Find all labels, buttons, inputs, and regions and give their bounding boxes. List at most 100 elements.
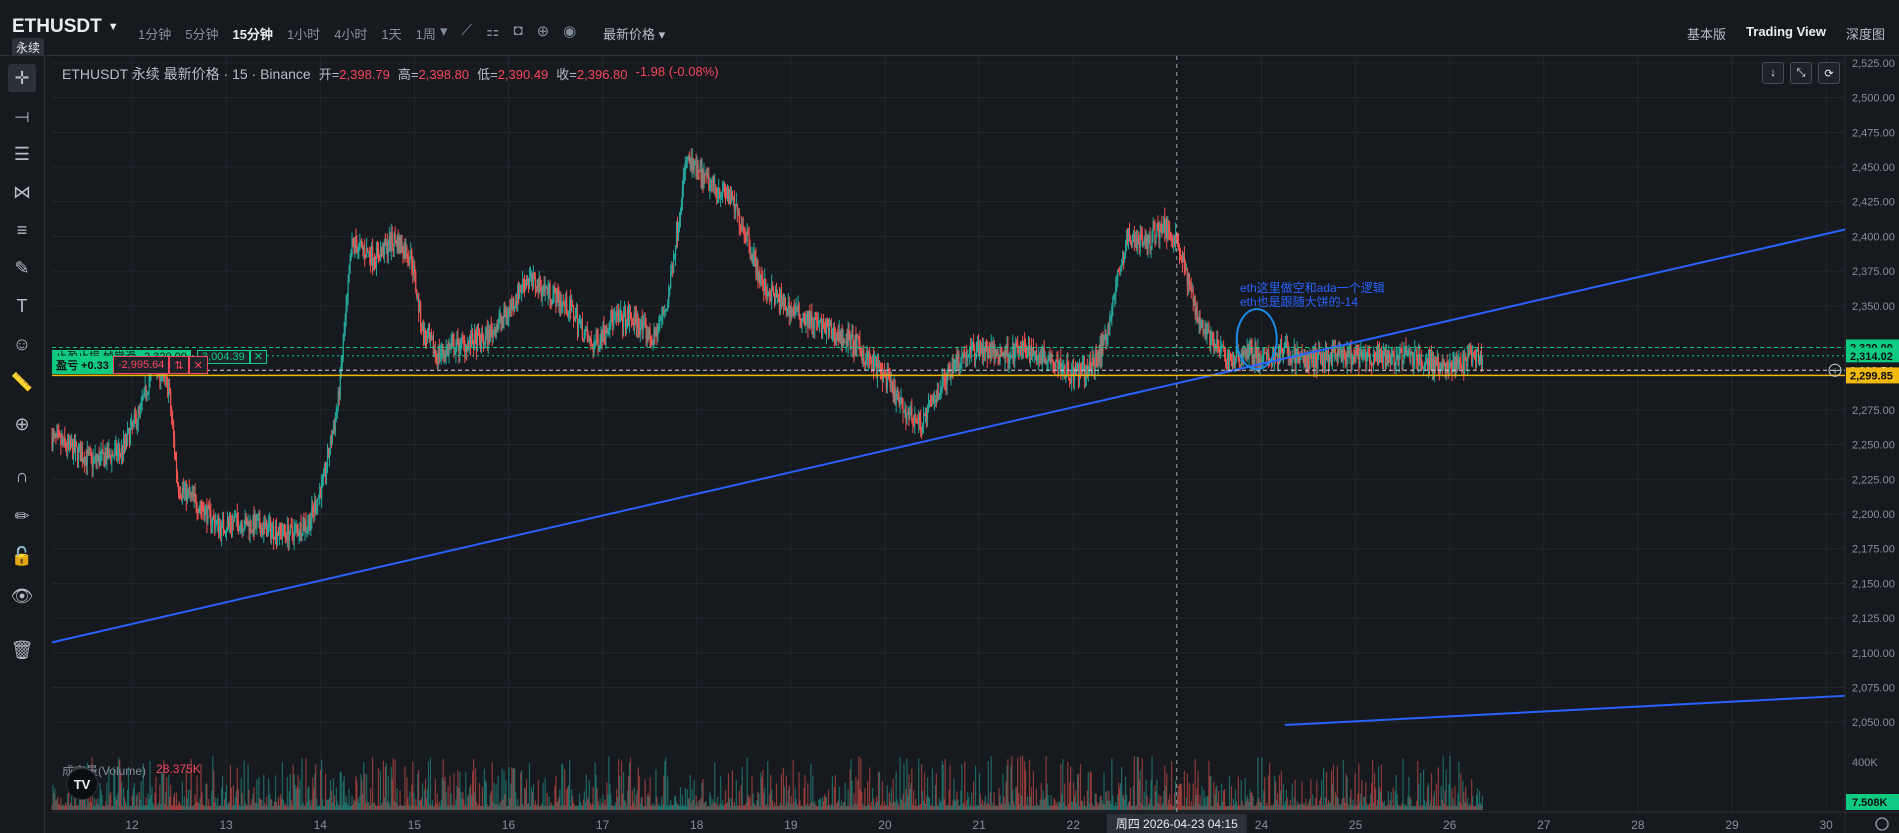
- volume-bar: [1059, 802, 1061, 810]
- candle-body: [736, 203, 738, 212]
- volume-bar: [1331, 784, 1334, 810]
- ruler-icon[interactable]: 📏: [10, 371, 34, 392]
- close-icon[interactable]: ✕: [249, 350, 267, 364]
- volume-bar: [1197, 771, 1199, 810]
- brush-icon[interactable]: ✎: [14, 257, 30, 278]
- view-tab[interactable]: 基本版: [1687, 27, 1727, 42]
- volume-bar: [1007, 759, 1009, 810]
- volume-bar: [692, 799, 694, 810]
- candle-body: [1033, 351, 1035, 355]
- volume-bar: [1315, 797, 1317, 810]
- candle-body: [1144, 239, 1146, 243]
- candle-body: [681, 187, 684, 205]
- camera-icon[interactable]: ◘: [513, 22, 523, 39]
- volume-bar: [893, 801, 895, 810]
- symbol-selector[interactable]: ETHUSDT ▼: [12, 16, 119, 38]
- candle-body: [1191, 290, 1193, 292]
- reverse-icon[interactable]: ⇅: [169, 356, 189, 374]
- volume-bar: [953, 779, 955, 810]
- interval-tab[interactable]: 1周: [415, 27, 436, 42]
- candle-body: [221, 520, 223, 537]
- volume-bar: [1187, 805, 1189, 810]
- position-label[interactable]: 盈亏 +0.33 -2,995.64 ⇅ ✕: [52, 356, 208, 374]
- volume-bar: [384, 766, 386, 810]
- volume-bar: [1481, 795, 1484, 810]
- text-icon[interactable]: T: [16, 295, 28, 316]
- candle-body: [450, 344, 452, 348]
- price-tag-last: 2,299.85: [1850, 370, 1893, 382]
- candle-body: [816, 320, 818, 323]
- close-position-icon[interactable]: ✕: [188, 356, 208, 374]
- candle-body: [1468, 354, 1470, 356]
- candle-body: [449, 346, 451, 348]
- interval-tab[interactable]: 1小时: [286, 27, 321, 42]
- plus-circle-icon[interactable]: ⊕: [536, 23, 550, 40]
- candle-body: [769, 291, 771, 296]
- view-tab[interactable]: 深度图: [1845, 27, 1885, 42]
- interval-tab[interactable]: 1天: [381, 27, 402, 42]
- horizontal-line-icon[interactable]: ⟞: [14, 105, 30, 126]
- volume-bar: [678, 805, 681, 810]
- chevron-down-icon[interactable]: ▾: [440, 23, 448, 40]
- volume-bar: [610, 794, 612, 810]
- fib-icon[interactable]: ≡: [16, 219, 28, 240]
- x-tick-label: 24: [1255, 818, 1269, 832]
- lock-icon[interactable]: 🔓: [10, 545, 34, 566]
- candle-body: [601, 332, 603, 342]
- volume-bar: [1136, 756, 1138, 810]
- candle-body: [138, 408, 140, 410]
- pencil-lock-icon[interactable]: ✏: [14, 505, 30, 526]
- zoom-icon[interactable]: ⊕: [14, 413, 30, 434]
- candle-body: [189, 492, 191, 495]
- volume-bar: [1101, 800, 1103, 810]
- candle-body: [972, 342, 975, 347]
- channel-icon[interactable]: ☰: [13, 143, 31, 164]
- pnl-label: 盈亏 +0.33: [52, 356, 113, 374]
- volume-bar: [1053, 797, 1055, 810]
- candle-body: [344, 319, 346, 333]
- candle-body: [1030, 348, 1033, 356]
- volume-bar: [398, 805, 400, 810]
- volume-bar: [580, 804, 583, 810]
- volume-bar: [1006, 765, 1008, 810]
- pattern-icon[interactable]: ⋈: [13, 181, 31, 202]
- interval-tab[interactable]: 5分钟: [185, 27, 219, 42]
- candle-body: [1229, 354, 1232, 360]
- candle-body: [700, 167, 702, 180]
- volume-bar: [137, 805, 139, 810]
- candle-body: [815, 317, 817, 321]
- candle-body: [710, 180, 712, 183]
- volume-bar: [501, 768, 503, 810]
- candle-body: [913, 422, 915, 425]
- collapse-icon[interactable]: ⤡: [1790, 62, 1812, 84]
- volume-bar: [775, 783, 778, 810]
- emoji-icon[interactable]: ☺: [12, 333, 32, 354]
- candle-body: [622, 319, 624, 329]
- indicator-icon[interactable]: ⟋: [461, 22, 473, 39]
- candle-body: [1423, 363, 1426, 367]
- interval-tab[interactable]: 15分钟: [232, 27, 273, 42]
- interval-tab[interactable]: 4小时: [334, 27, 368, 42]
- candle-body: [521, 290, 523, 292]
- trash-icon[interactable]: 🗑: [10, 639, 34, 660]
- candle-body: [925, 408, 928, 421]
- candle-body: [826, 324, 829, 327]
- refresh-icon[interactable]: ⟳: [1818, 62, 1840, 84]
- view-tab[interactable]: Trading View: [1746, 24, 1826, 39]
- candle-body: [70, 439, 72, 447]
- eye-icon[interactable]: 👁: [10, 585, 34, 606]
- volume-bar: [1063, 802, 1065, 810]
- price-type-select[interactable]: 最新价格 ▾: [603, 27, 666, 42]
- crosshair-icon[interactable]: ✛: [8, 64, 36, 92]
- candle-body: [850, 336, 852, 349]
- settings-circle-icon[interactable]: ◉: [563, 23, 577, 40]
- candle-body: [854, 336, 856, 353]
- interval-tab[interactable]: 1分钟: [138, 27, 172, 42]
- chart-type-icon[interactable]: ⚏: [486, 23, 500, 40]
- magnet-icon[interactable]: ∩: [15, 465, 29, 486]
- candle-body: [526, 281, 529, 283]
- arrow-down-icon[interactable]: ↓: [1762, 62, 1784, 84]
- candle-body: [1444, 364, 1446, 373]
- candle-body: [1351, 362, 1353, 366]
